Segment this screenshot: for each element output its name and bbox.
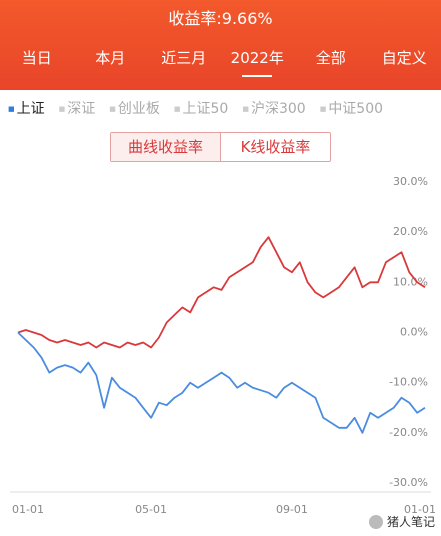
watermark-icon xyxy=(368,514,383,529)
x-tick-label: 01-01 xyxy=(12,503,44,516)
tab-bar: 当日 本月 近三月 2022年 全部 自定义 xyxy=(0,47,441,77)
index-option[interactable]: 上证 xyxy=(8,98,45,118)
index-selector: 上证深证创业板上证50 沪深300 中证500 xyxy=(8,98,383,118)
x-tick-label: 01-01 xyxy=(404,503,436,516)
index-option[interactable]: 沪深300 xyxy=(242,98,306,118)
tab[interactable]: 本月 xyxy=(95,49,126,67)
tab[interactable]: 当日 xyxy=(21,49,52,67)
tab[interactable]: 近三月 xyxy=(161,49,207,67)
x-tick-label: 05-01 xyxy=(135,503,167,516)
tab[interactable]: 自定义 xyxy=(381,49,427,67)
y-tick-label: 10.0% xyxy=(393,275,428,288)
watermark-text: 猪人笔记 xyxy=(386,515,435,529)
header: 收益率:9.66% 当日 本月 近三月 2022年 全部 自定义 xyxy=(0,0,441,90)
series-line xyxy=(17,331,426,434)
tab[interactable]: 2022年 xyxy=(221,47,295,77)
y-tick-label: -20.0% xyxy=(389,426,428,439)
toggle: 曲线收益率 K线收益率 xyxy=(110,132,331,162)
toggle-button[interactable]: 曲线收益率 xyxy=(111,133,220,161)
title: 收益率:9.66% xyxy=(168,9,273,28)
chart: 30.0% 20.0% 10.0% 0.0% -10.0% -20.0% -30.0% 01-… xyxy=(10,175,436,516)
y-tick-label: 30.0% xyxy=(393,175,428,188)
y-tick-label: -30.0% xyxy=(389,476,428,489)
index-option[interactable]: 中证500 xyxy=(320,98,383,118)
tab[interactable]: 全部 xyxy=(315,49,346,67)
index-option[interactable]: 上证50 xyxy=(174,98,229,118)
watermark: 猪人笔记 xyxy=(368,513,435,530)
toggle-button[interactable]: K线收益率 xyxy=(220,133,330,161)
y-tick-label: 20.0% xyxy=(393,225,428,238)
index-option[interactable]: 深证 xyxy=(59,98,95,118)
y-tick-label: -10.0% xyxy=(389,376,428,389)
x-tick-label: 09-01 xyxy=(276,503,308,516)
y-tick-label: 0.0% xyxy=(400,326,428,339)
series-line xyxy=(17,236,426,349)
index-option[interactable]: 创业板 xyxy=(109,98,160,118)
